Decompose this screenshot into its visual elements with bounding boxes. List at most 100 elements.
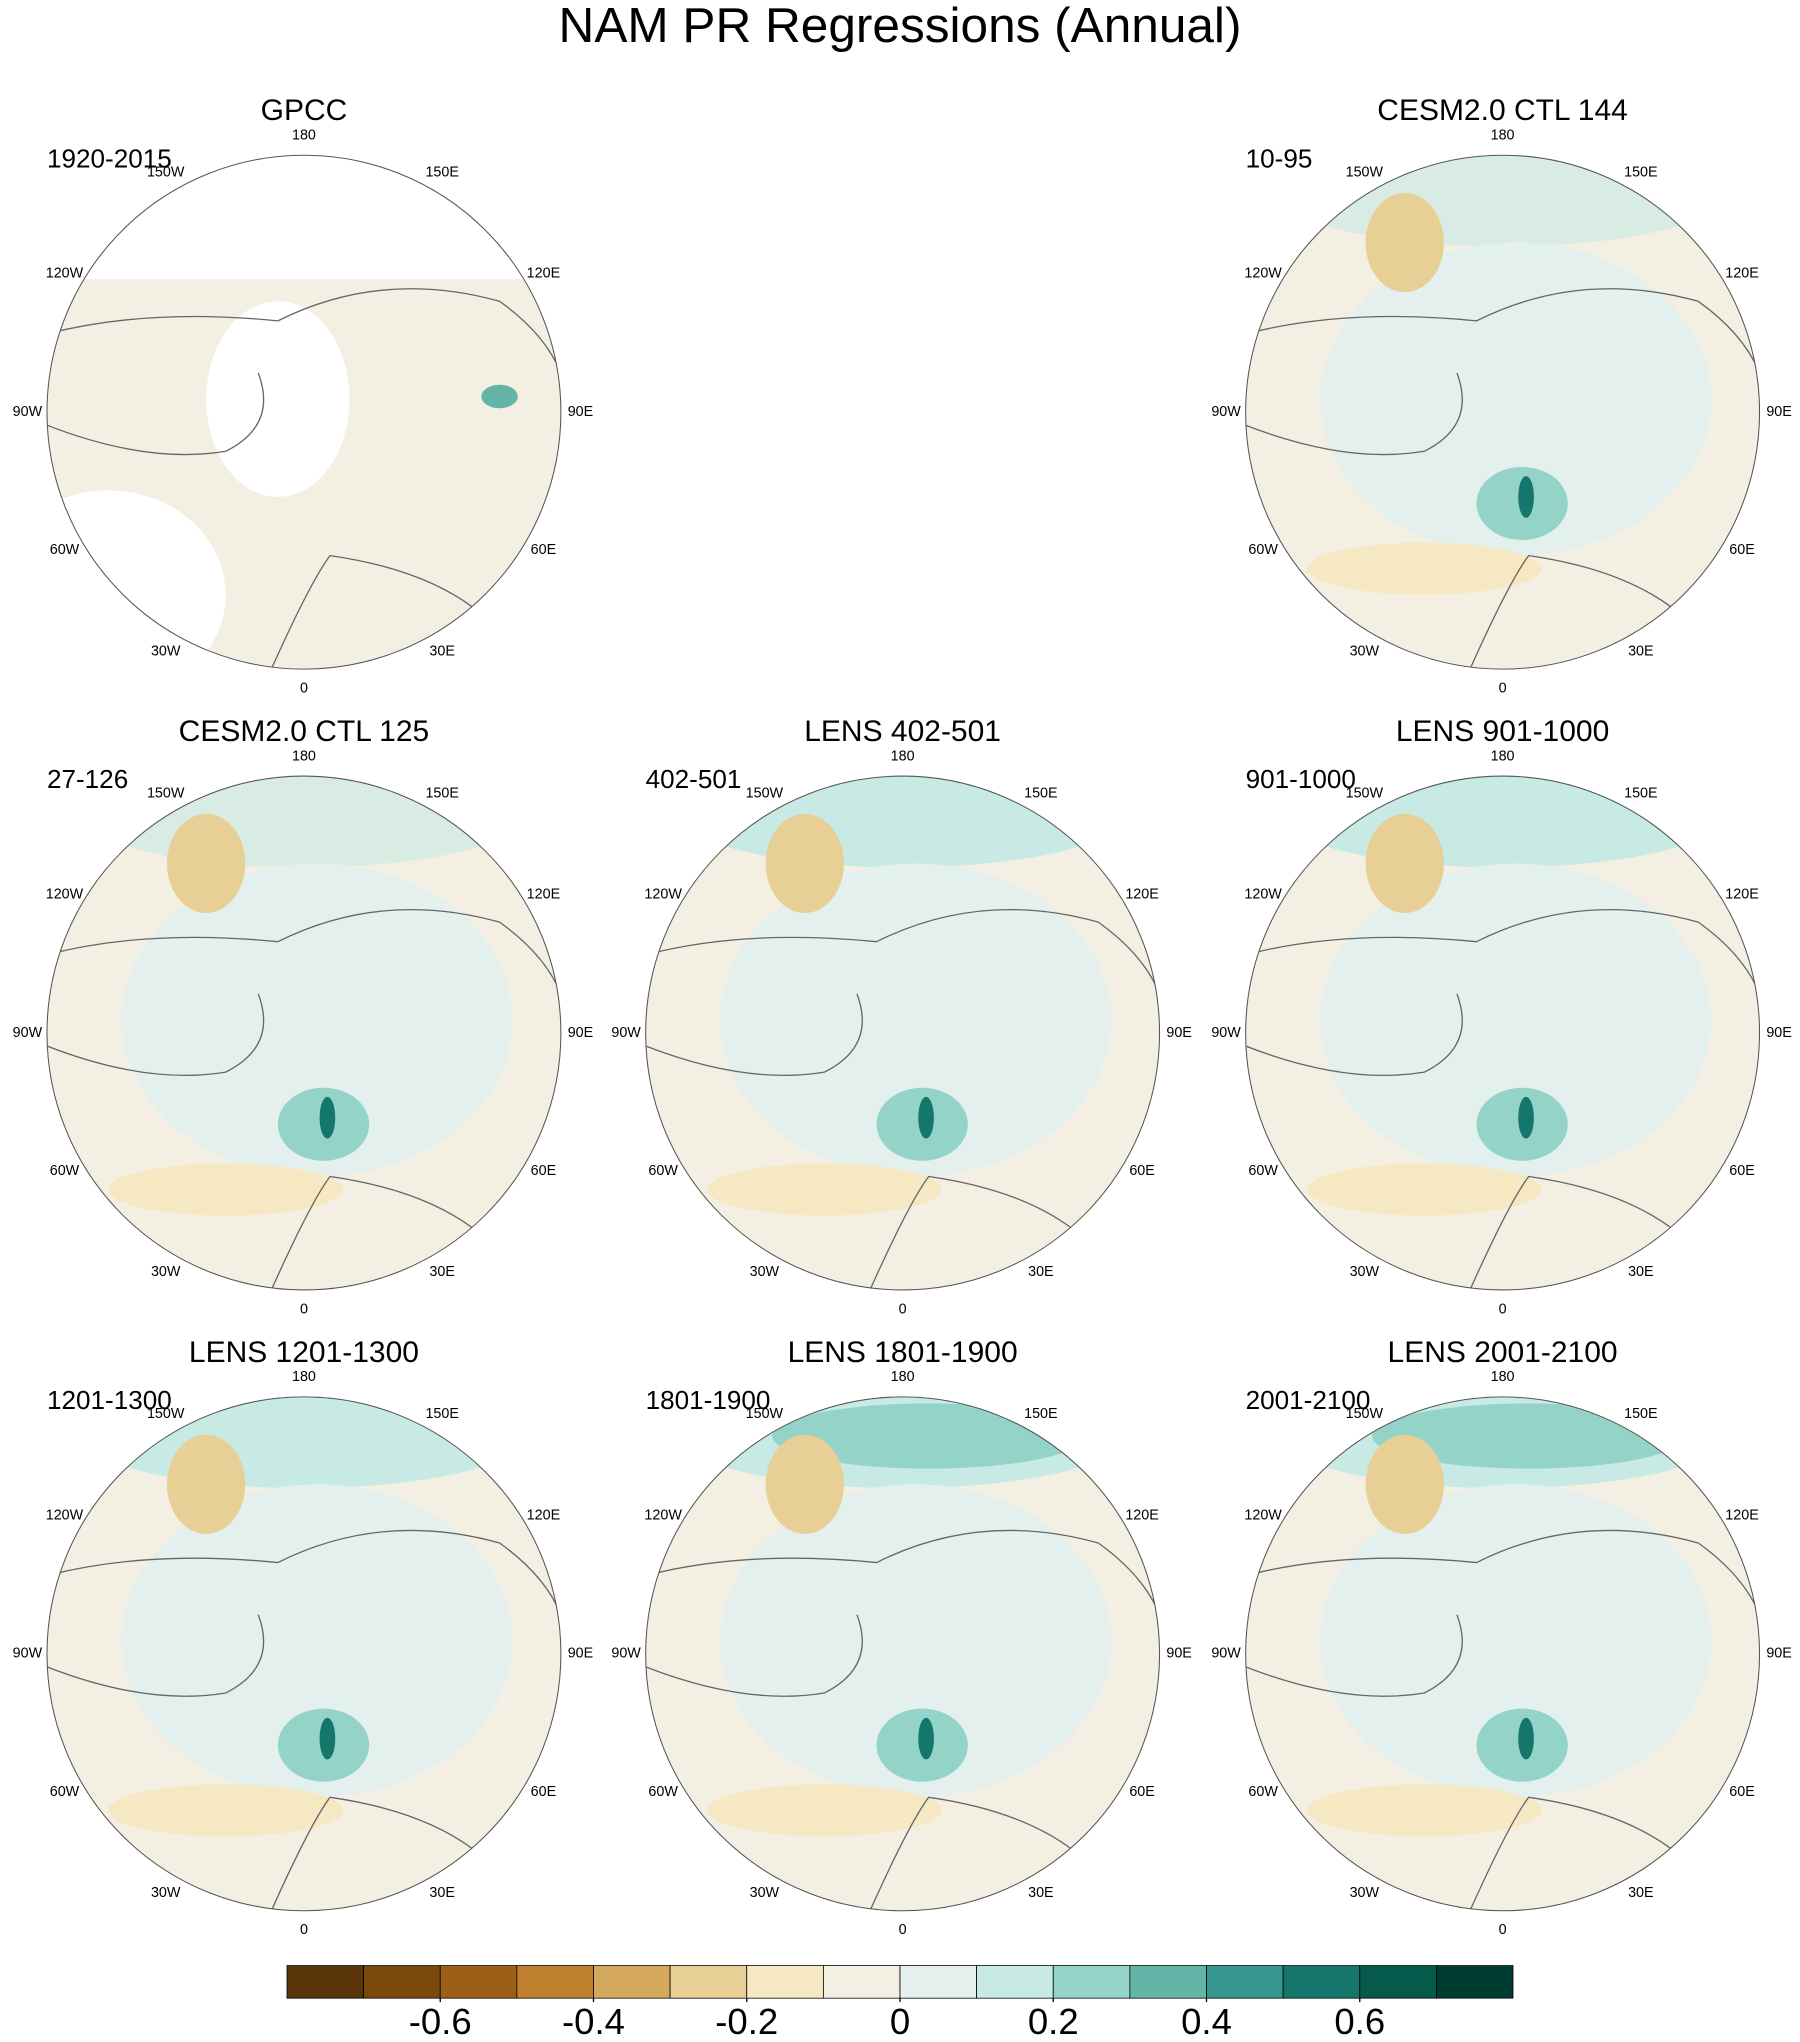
longitude-label: 120E: [1725, 887, 1758, 903]
longitude-label: 150W: [1346, 1406, 1384, 1422]
panel-title: LENS 402-501: [804, 715, 1001, 748]
longitude-label: 60E: [1729, 1163, 1755, 1179]
longitude-label: 0: [1499, 1301, 1507, 1317]
longitude-label: 150W: [746, 1406, 784, 1422]
map-shading: [1319, 1484, 1712, 1798]
longitude-label: 90E: [1766, 1646, 1792, 1662]
coastline: [1469, 554, 1673, 670]
map-panel: 180 150E 120E 90E 60E 30E 0 30W 60W 90W 120W 150W CE…: [13, 715, 594, 1317]
map-shading: [319, 1096, 336, 1139]
map-shading: [319, 1717, 336, 1760]
map-shading: [1271, 155, 1734, 247]
period-label: 1801-1900: [646, 1385, 771, 1415]
longitude-label: 180: [292, 1369, 316, 1385]
colorbar-swatch: [1206, 1965, 1284, 1999]
period-label: 1920-2015: [47, 143, 172, 173]
longitude-label: 150E: [425, 785, 458, 801]
colorbar-swatch: [899, 1965, 978, 1999]
longitude-label: 60E: [1729, 542, 1755, 558]
colorbar-swatch: [669, 1965, 748, 1999]
longitude-label: 90W: [611, 1025, 641, 1041]
colorbar-swatch: [516, 1965, 594, 1999]
longitude-label: 150E: [1624, 785, 1657, 801]
map-shading: [1319, 863, 1712, 1177]
longitude-label: 30E: [1028, 1885, 1054, 1901]
panel-title: LENS 1201-1300: [189, 1336, 419, 1369]
period-label: 901-1000: [1246, 764, 1356, 794]
longitude-label: 150W: [147, 1406, 185, 1422]
longitude-label: 30W: [1350, 643, 1380, 659]
longitude-label: 180: [292, 748, 316, 764]
longitude-label: 90E: [1166, 1646, 1192, 1662]
map-shading: [706, 1784, 942, 1837]
longitude-label: 60E: [531, 542, 557, 558]
colorbar-swatch: [746, 1965, 824, 1999]
longitude-label: 150E: [425, 1406, 458, 1422]
longitude-label: 120W: [644, 887, 682, 903]
colorbar-swatch: [1359, 1965, 1437, 1999]
longitude-label: 150E: [1024, 1406, 1057, 1422]
longitude-label: 30E: [1628, 643, 1654, 659]
longitude-label: 90E: [568, 1646, 594, 1662]
map-border: [1245, 775, 1761, 1291]
map-shading: [772, 1403, 1086, 1469]
longitude-label: 150W: [1346, 785, 1384, 801]
coastline: [270, 1175, 474, 1290]
longitude-label: 90E: [568, 404, 594, 420]
longitude-label: 0: [1499, 1922, 1507, 1938]
map-border: [46, 775, 562, 1291]
coastline: [1245, 372, 1463, 456]
panel-title: CESM2.0 CTL 144: [1377, 94, 1628, 127]
longitude-label: 30E: [429, 643, 455, 659]
colorbar-tick-label: -0.4: [562, 2001, 625, 2042]
longitude-label: 120E: [1125, 1507, 1158, 1523]
map-shading: [46, 1396, 561, 1911]
map-panel: 180 150E 120E 90E 60E 30E 0 30W 60W 90W 120W 150W GP…: [13, 94, 594, 696]
coastline: [1469, 1175, 1673, 1290]
map-shading: [166, 1434, 246, 1534]
map-shading: [1365, 193, 1444, 293]
longitude-label: 90W: [13, 1646, 43, 1662]
longitude-label: 120W: [46, 1507, 84, 1523]
longitude-label: 0: [899, 1301, 907, 1317]
longitude-label: 90E: [568, 1025, 594, 1041]
longitude-label: 150W: [147, 164, 185, 180]
longitude-label: 180: [1491, 1369, 1515, 1385]
map-panel: 180 150E 120E 90E 60E 30E 0 30W 60W 90W 120W 150W LE…: [1211, 1336, 1792, 1938]
panel-title: GPCC: [261, 94, 348, 127]
colorbar-swatch: [1129, 1965, 1207, 1999]
map-shading: [706, 1163, 942, 1216]
longitude-label: 90W: [611, 1646, 641, 1662]
longitude-label: 60W: [648, 1784, 678, 1800]
map-shading: [1518, 1096, 1534, 1139]
map-shading: [918, 1096, 934, 1139]
longitude-label: 60W: [1248, 1784, 1278, 1800]
longitude-label: 0: [1499, 680, 1507, 696]
map-shading: [1319, 242, 1712, 556]
longitude-label: 180: [891, 1369, 915, 1385]
longitude-label: 120W: [46, 887, 84, 903]
map-shading: [765, 1434, 844, 1534]
longitude-label: 60W: [50, 542, 80, 558]
longitude-label: 30W: [1350, 1264, 1380, 1280]
longitude-label: 120W: [1244, 266, 1282, 282]
colorbar-tick-label: 0: [890, 2001, 910, 2042]
longitude-label: 90E: [1766, 1025, 1792, 1041]
panel-title: CESM2.0 CTL 125: [179, 715, 430, 748]
colorbar-swatch: [593, 1965, 671, 1999]
longitude-label: 150W: [746, 785, 784, 801]
map-shading: [645, 776, 1160, 1290]
longitude-label: 30W: [151, 643, 181, 659]
longitude-label: 120E: [1125, 887, 1158, 903]
coastline: [270, 1796, 474, 1911]
coastline: [869, 1796, 1073, 1911]
longitude-label: 150W: [1346, 164, 1384, 180]
longitude-label: 120E: [527, 887, 560, 903]
longitude-label: 180: [1491, 748, 1515, 764]
longitude-label: 180: [1491, 127, 1515, 143]
longitude-label: 90W: [13, 1025, 43, 1041]
map-shading: [121, 863, 513, 1177]
map-shading: [481, 384, 518, 409]
longitude-label: 30W: [151, 1885, 181, 1901]
